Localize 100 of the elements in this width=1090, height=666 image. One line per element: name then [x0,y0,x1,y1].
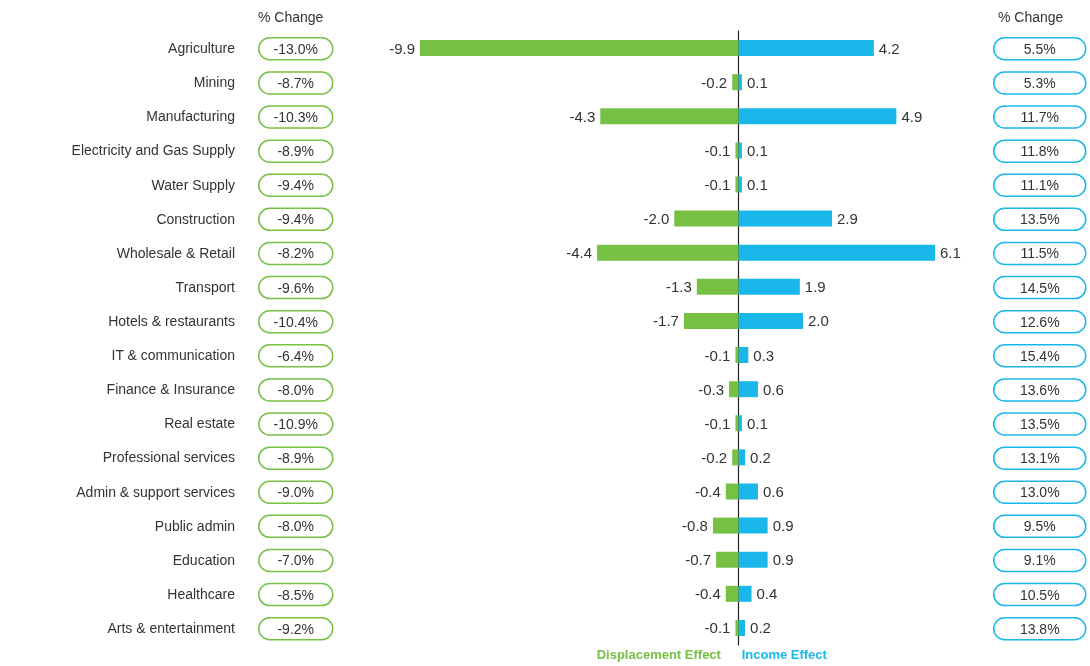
data-label: -1.3 [665,278,692,296]
data-label: 0.2 [750,448,771,466]
data-label: 0.1 [746,73,768,91]
series-label: Displacement Effect [596,647,722,662]
y-tick-label: Real estate [164,415,236,432]
bar [597,244,739,261]
text: 9.1% [1023,552,1056,569]
text: 9.5% [1023,518,1056,535]
data-label: -0.1 [704,346,731,364]
data-label: -0.7 [685,551,712,569]
text: 15.4% [1019,347,1060,364]
y-tick-label: IT & communication [111,347,235,364]
bar [738,244,935,261]
text: 11.7% [1020,109,1060,126]
data-label: -1.7 [653,312,679,330]
bar [732,74,739,91]
text: -8.7% [277,74,315,91]
data-label: 0.6 [762,380,784,398]
y-tick-label: Water Supply [151,176,235,193]
bar [738,585,752,602]
series-label: Income Effect [741,647,828,662]
bar [735,347,739,364]
data-label: 2.9 [837,210,858,228]
data-label: 0.2 [750,619,771,637]
text: -10.4% [273,313,318,330]
data-label: 0.9 [772,551,794,569]
bar [738,108,897,125]
bar [738,347,749,364]
data-label: -0.4 [694,585,721,603]
bar [738,278,800,295]
y-tick-label: Hotels & restaurants [108,312,235,329]
bar [738,619,746,636]
y-tick-label: Arts & entertainment [107,619,236,636]
data-label: -4.4 [566,244,593,262]
text: -13.0% [273,40,318,57]
text: -8.5% [277,586,315,603]
bar [696,278,739,295]
text: % Change [258,9,324,25]
data-label: -0.1 [704,619,731,637]
text: -9.0% [277,484,315,501]
data-label: -0.1 [704,176,731,193]
y-tick-label: Agriculture [168,40,236,57]
text: 10.5% [1019,586,1060,603]
text: -8.0% [277,381,315,398]
data-label: 4.9 [901,107,923,125]
bar [738,40,874,57]
data-label: -4.3 [569,107,596,125]
bar [738,551,768,568]
text: -10.3% [273,109,318,126]
text: 12.6% [1019,313,1060,330]
text: 13.5% [1019,211,1060,228]
bar [716,551,739,568]
data-label: -9.9 [389,39,415,57]
bar [600,108,739,125]
text: -9.6% [277,279,315,296]
data-label: -0.2 [701,73,728,91]
y-tick-label: Electricity and Gas Supply [71,142,235,159]
y-tick-label: Professional services [102,449,235,466]
bar [735,619,739,636]
y-tick-label: Wholesale & Retail [116,244,235,261]
text: 13.1% [1019,450,1060,467]
text: -9.4% [277,177,315,194]
data-label: 0.1 [746,141,768,159]
data-label: 1.9 [804,278,826,296]
text: -6.4% [277,347,315,364]
bar [738,449,746,466]
text: 11.1% [1020,177,1060,194]
data-label: -2.0 [643,210,670,228]
data-label: 0.3 [753,346,775,364]
data-label: 0.6 [762,483,784,500]
data-label: -0.8 [682,517,708,535]
bar [738,210,832,227]
text: -9.4% [277,211,315,228]
y-tick-label: Finance & Insurance [106,381,236,398]
data-label: -0.3 [698,380,724,398]
text: -8.9% [277,450,315,467]
y-tick-label: Mining [193,74,235,91]
data-label: -0.1 [704,414,731,432]
text: 5.3% [1023,74,1056,91]
y-tick-label: Manufacturing [146,108,235,125]
bar [738,483,758,500]
text: -8.0% [277,518,315,535]
data-label: -0.2 [701,448,728,466]
text: 13.8% [1019,620,1060,637]
data-label: 0.9 [772,517,794,535]
bar [674,210,739,227]
text: 13.0% [1019,484,1060,501]
text: 13.6% [1019,381,1060,398]
text: 13.5% [1019,416,1060,433]
y-tick-label: Admin & support services [76,483,235,500]
bar [738,74,742,91]
text: -7.0% [277,552,315,569]
bar [738,312,804,329]
bar [683,312,739,329]
text: -9.2% [277,620,315,637]
text: 14.5% [1019,279,1060,296]
text: -8.9% [277,143,315,160]
y-tick-label: Public admin [154,517,235,534]
text: % Change [998,9,1064,25]
data-label: 0.1 [746,176,768,193]
